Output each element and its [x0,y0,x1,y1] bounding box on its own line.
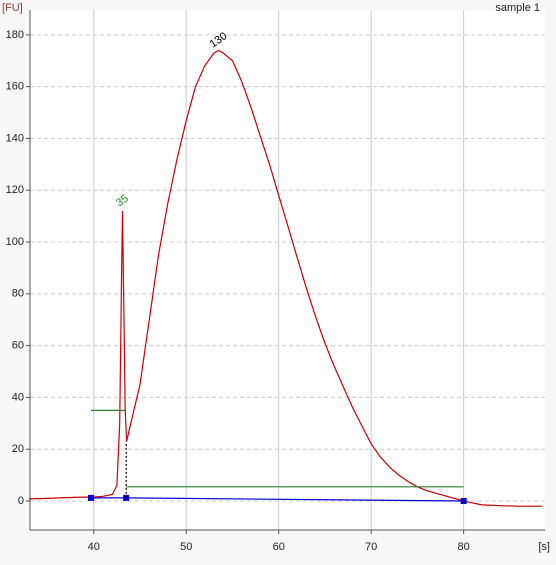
y-tick-label: 180 [6,29,24,41]
x-tick-label: 50 [180,541,192,553]
chart-title: sample 1 [495,2,540,14]
peak-label: 35 [114,192,131,209]
y-tick-label: 120 [6,184,24,196]
y-tick-label: 140 [6,132,24,144]
series-line [29,49,543,507]
x-tick-label: 80 [458,541,470,553]
y-tick-label: 160 [6,81,24,93]
y-axis-label: [FU] [2,2,23,14]
point-marker [460,497,467,504]
y-tick-label: 0 [18,495,24,507]
y-tick-label: 60 [12,340,24,352]
x-tick-label: 60 [273,541,285,553]
y-tick-label: 100 [6,236,24,248]
x-tick-label: 70 [365,541,377,553]
y-tick-label: 20 [12,443,24,455]
x-axis-label: [s] [538,541,550,553]
y-tick-label: 40 [12,391,24,403]
y-tick-label: 80 [12,288,24,300]
plot-area [30,10,545,530]
x-tick-label: 40 [88,541,100,553]
point-marker [88,494,95,501]
